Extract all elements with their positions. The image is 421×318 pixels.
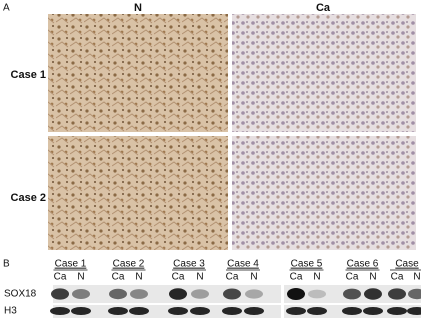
blot-band (244, 307, 264, 315)
blot-strip (53, 285, 281, 303)
lane-label: N (313, 272, 320, 283)
blot-band (108, 307, 128, 315)
blot-band (168, 307, 188, 315)
blot-band (286, 307, 306, 315)
blot-band (72, 289, 90, 299)
blot-band (308, 289, 326, 299)
column-header: N (134, 2, 142, 14)
blot-band (129, 307, 149, 315)
blot-band (50, 307, 70, 315)
lane-label: N (250, 272, 257, 283)
lane-label: Ca (391, 272, 404, 283)
blot-band (307, 307, 327, 315)
case-label: Case (395, 259, 419, 270)
ihc-image (232, 136, 416, 250)
lane-label: Ca (172, 272, 185, 283)
blot-band (109, 288, 127, 300)
ihc-image (48, 136, 228, 250)
lane-label: N (369, 272, 376, 283)
panel-label: A (3, 3, 10, 14)
blot-band (342, 307, 362, 315)
blot-band (387, 307, 407, 315)
blot-band (169, 288, 187, 300)
blot-band (408, 288, 421, 300)
ihc-image (48, 14, 228, 132)
blot-band (51, 288, 69, 300)
blot-band (130, 289, 148, 299)
case-label: Case 5 (291, 259, 323, 270)
blot-band (343, 288, 361, 300)
blot-band (223, 288, 241, 300)
case-label: Case 6 (347, 259, 379, 270)
column-header: Ca (316, 2, 331, 14)
blot-band (388, 288, 406, 300)
ihc-image (232, 14, 416, 132)
lane-label: N (77, 272, 84, 283)
blot-strip (53, 305, 281, 318)
blot-band (287, 288, 305, 300)
lane-label: Ca (226, 272, 239, 283)
lane-label: N (413, 272, 420, 283)
blot-band (191, 289, 209, 299)
case-label: Case 4 (227, 259, 259, 270)
blot-band (222, 307, 242, 315)
blot-band (71, 307, 91, 315)
lane-label: N (135, 272, 142, 283)
blot-row-label: SOX18 (4, 289, 37, 300)
case-label: Case 3 (173, 259, 205, 270)
row-header: Case 1 (11, 69, 46, 81)
lane-label: Ca (290, 272, 303, 283)
blot-row-label: H3 (4, 306, 17, 317)
lane-label: Ca (346, 272, 359, 283)
blot-band (364, 288, 382, 300)
case-label: Case 2 (113, 259, 145, 270)
lane-label: Ca (54, 272, 67, 283)
blot-band (245, 289, 263, 299)
panel-label: B (3, 259, 10, 270)
blot-band (190, 307, 210, 315)
case-label: Case 1 (55, 259, 87, 270)
blot-band (363, 307, 383, 315)
lane-label: Ca (112, 272, 125, 283)
blot-band (407, 307, 421, 315)
row-header: Case 2 (11, 192, 46, 204)
lane-label: N (196, 272, 203, 283)
